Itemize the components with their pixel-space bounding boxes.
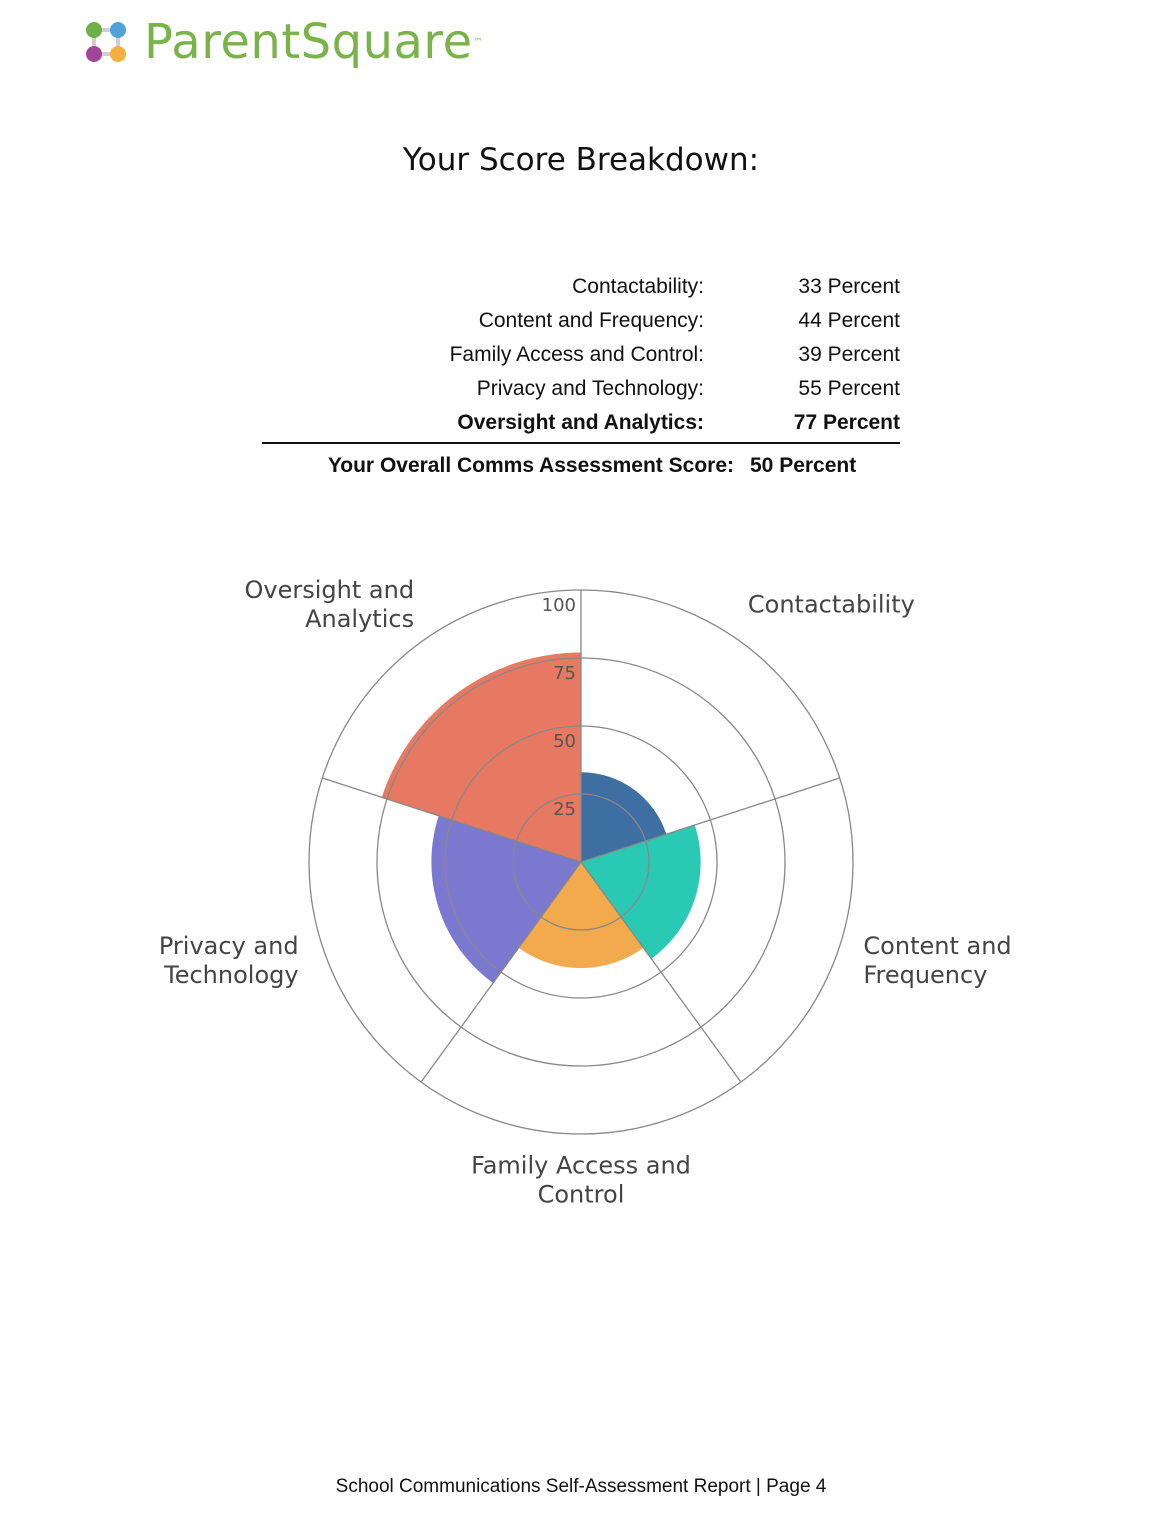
overall-score-row: Your Overall Comms Assessment Score: 50 … xyxy=(262,444,900,488)
brand-name: ParentSquare xyxy=(144,14,473,70)
page-footer: School Communications Self-Assessment Re… xyxy=(335,1476,827,1497)
overall-score-label: Your Overall Comms Assessment Score: xyxy=(327,454,734,477)
radial-tick-label: 100 xyxy=(542,595,576,616)
category-label: Privacy and Technology xyxy=(159,932,299,989)
score-value: 55 Percent xyxy=(798,377,900,400)
polar-score-chart: 25 50 75 100 Contactability Content and Freque… xyxy=(159,576,1012,1209)
category-label-line: Content and xyxy=(863,932,1011,960)
score-row: Family Access and Control: 39 Percent xyxy=(262,338,900,372)
page-title: Your Score Breakdown: xyxy=(402,142,760,178)
score-label: Family Access and Control: xyxy=(449,343,704,366)
category-label-line: Oversight and xyxy=(245,576,415,604)
score-row-highlighted: Oversight and Analytics: 77 Percent xyxy=(262,406,900,440)
category-label: Family Access and Control xyxy=(471,1152,691,1209)
score-row: Contactability: 33 Percent xyxy=(262,270,900,304)
score-value: 33 Percent xyxy=(798,275,900,298)
angular-grid-line xyxy=(322,777,582,863)
category-label: Content and Frequency xyxy=(863,932,1011,989)
radial-tick-label: 75 xyxy=(553,663,576,684)
angular-grid-line xyxy=(580,777,840,863)
category-label-line: Analytics xyxy=(305,605,414,633)
score-label: Contactability: xyxy=(572,275,704,298)
category-label-line: Privacy and xyxy=(159,932,299,960)
category-label-line: Control xyxy=(538,1181,625,1209)
score-label: Content and Frequency: xyxy=(478,309,704,332)
score-row: Content and Frequency: 44 Percent xyxy=(262,304,900,338)
score-label: Oversight and Analytics: xyxy=(457,411,704,434)
category-label-line: Technology xyxy=(163,961,298,989)
category-label-line: Contactability xyxy=(748,591,915,619)
score-table: Contactability: 33 Percent Content and F… xyxy=(262,270,900,488)
polar-bar-wedge xyxy=(431,815,581,984)
radial-tick-label: 25 xyxy=(553,799,576,820)
brand-trademark: ™ xyxy=(472,36,483,48)
category-label-line: Frequency xyxy=(863,961,987,989)
category-label-line: Family Access and xyxy=(471,1152,691,1180)
score-row: Privacy and Technology: 55 Percent xyxy=(262,372,900,406)
polar-bar-wedge xyxy=(581,825,701,959)
radial-tick-label: 50 xyxy=(553,731,576,752)
angular-grid-line xyxy=(580,861,742,1083)
score-divider xyxy=(262,442,900,444)
category-label: Oversight and Analytics xyxy=(245,576,415,633)
parentsquare-logo: ParentSquare ™ xyxy=(82,12,483,72)
angular-grid-line xyxy=(420,861,582,1083)
score-value: 77 Percent xyxy=(793,411,900,434)
polar-bar-wedge xyxy=(381,652,581,862)
category-label: Contactability xyxy=(748,591,915,619)
score-value: 44 Percent xyxy=(798,309,900,332)
score-label: Privacy and Technology: xyxy=(476,377,704,400)
parentsquare-logo-icon xyxy=(86,22,126,62)
overall-score-value: 50 Percent xyxy=(750,454,857,477)
score-value: 39 Percent xyxy=(798,343,900,366)
polar-bar-wedge xyxy=(518,862,644,969)
